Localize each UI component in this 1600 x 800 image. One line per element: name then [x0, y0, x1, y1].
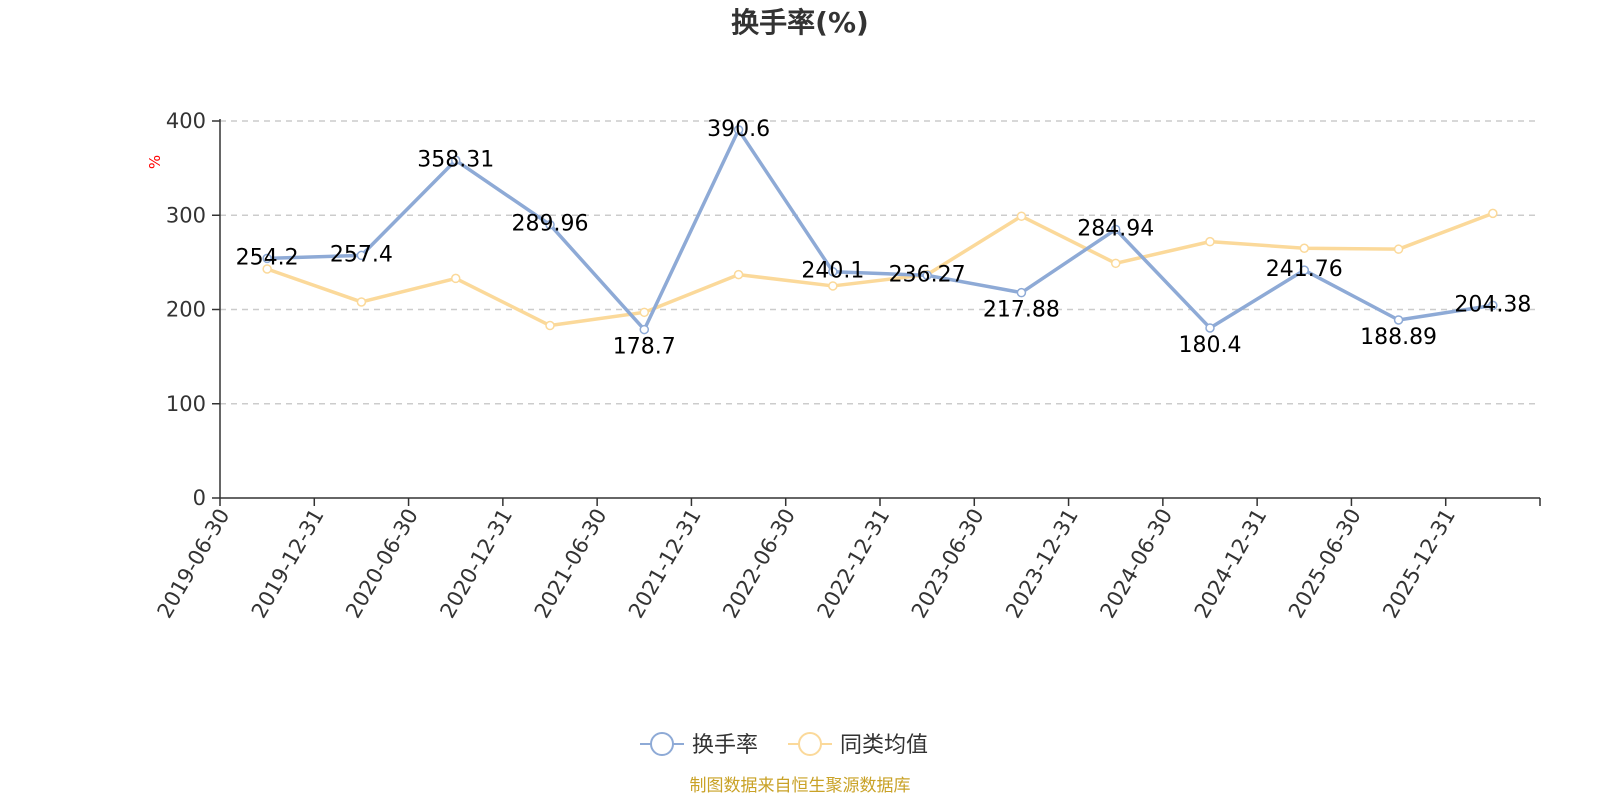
data-label: 204.38 — [1454, 292, 1531, 317]
legend-label: 同类均值 — [840, 733, 928, 758]
series-point-0 — [1488, 300, 1498, 311]
series-point-0 — [922, 270, 932, 281]
series-point-1 — [1016, 211, 1027, 221]
x-tick-label: 2020-12-31 — [435, 505, 517, 623]
series-point-1 — [828, 281, 838, 291]
chart-title: 换手率(%) — [731, 6, 869, 39]
series-line-0 — [267, 128, 1494, 332]
series-point-1 — [1299, 243, 1310, 253]
y-axis-ticks: 0 100 200 300 400 — [166, 109, 220, 510]
series-point-1 — [1488, 208, 1498, 219]
series-line-1 — [266, 211, 1494, 328]
x-tick-label: 2023-06-30 — [907, 504, 989, 622]
series-point-0 — [1110, 224, 1121, 235]
source-note: 制图数据来自恒生聚源数据库 — [690, 776, 911, 796]
series-point-1 — [733, 269, 744, 280]
y-tick-label: 200 — [166, 298, 206, 322]
x-tick-label: 2020-06-30 — [341, 504, 423, 622]
series-point-1 — [262, 264, 272, 274]
x-tick-label: 2025-06-30 — [1284, 505, 1366, 623]
data-label: 390.6 — [707, 117, 770, 142]
data-label: 257.4 — [330, 242, 393, 267]
x-tick-label: 2021-06-30 — [530, 505, 612, 623]
series-point-0 — [828, 266, 838, 277]
data-labels: 254.2 257.4 358.31 289.96 178.7 390.6 240.1 236… — [236, 117, 1532, 360]
grid-lines — [220, 120, 1540, 405]
data-label: 178.7 — [613, 335, 676, 360]
data-label: 284.94 — [1077, 216, 1154, 241]
y-tick-label: 400 — [166, 109, 206, 133]
series-point-1 — [1110, 258, 1121, 269]
x-tick-label: 2024-06-30 — [1095, 505, 1177, 623]
x-axis-ticks: 2019-06-30 2019-12-31 2020-06-30 2020-12-31… — [153, 498, 1541, 623]
data-label: 254.2 — [236, 245, 299, 270]
series-point-1 — [545, 320, 555, 331]
series-point-1 — [450, 273, 461, 284]
legend-marker — [650, 732, 674, 756]
y-axis-unit-label: % — [146, 155, 164, 169]
x-tick-label: 2023-12-31 — [1001, 505, 1083, 623]
x-tick-label: 2021-12-31 — [624, 505, 706, 623]
series-point-1 — [1205, 236, 1215, 247]
legend-item-1[interactable]: 同类均值 — [788, 732, 928, 758]
series-point-0 — [450, 155, 461, 166]
data-label: 236.27 — [889, 262, 966, 287]
x-tick-label: 2019-06-30 — [153, 505, 235, 623]
series-point-0 — [545, 219, 555, 230]
series-point-0 — [733, 125, 744, 135]
series-group — [262, 125, 1498, 335]
y-tick-label: 100 — [166, 392, 206, 416]
series-point-0 — [262, 253, 272, 264]
data-label: 240.1 — [801, 259, 864, 284]
legend[interactable]: 换手率 同类均值 — [640, 732, 928, 758]
x-tick-label: 2024-12-31 — [1190, 505, 1272, 623]
data-label: 289.96 — [512, 212, 589, 237]
x-tick-label: 2019-12-31 — [247, 505, 329, 623]
x-tick-label: 2022-12-31 — [813, 505, 895, 623]
series-point-0 — [1205, 323, 1215, 333]
x-tick-label: 2025-12-31 — [1378, 505, 1460, 623]
data-label: 180.4 — [1179, 333, 1242, 358]
axes — [219, 119, 1540, 499]
data-label: 241.76 — [1266, 257, 1343, 282]
y-tick-label: 300 — [166, 203, 206, 227]
data-label: 217.88 — [983, 298, 1060, 323]
series-point-0 — [1016, 287, 1027, 298]
series-point-0 — [1299, 265, 1310, 275]
series-point-0 — [1393, 315, 1404, 325]
series-point-1 — [1393, 244, 1404, 254]
data-label: 358.31 — [417, 147, 494, 172]
legend-item-0[interactable]: 换手率 — [640, 732, 758, 758]
x-tick-label: 2022-06-30 — [718, 505, 800, 623]
series-point-0 — [639, 324, 650, 335]
data-label: 188.89 — [1360, 325, 1437, 350]
y-tick-label: 0 — [193, 486, 206, 510]
legend-marker — [798, 732, 822, 756]
series-point-1 — [639, 307, 650, 318]
legend-label: 换手率 — [692, 733, 758, 758]
series-point-1 — [356, 297, 367, 307]
series-point-0 — [356, 250, 367, 261]
